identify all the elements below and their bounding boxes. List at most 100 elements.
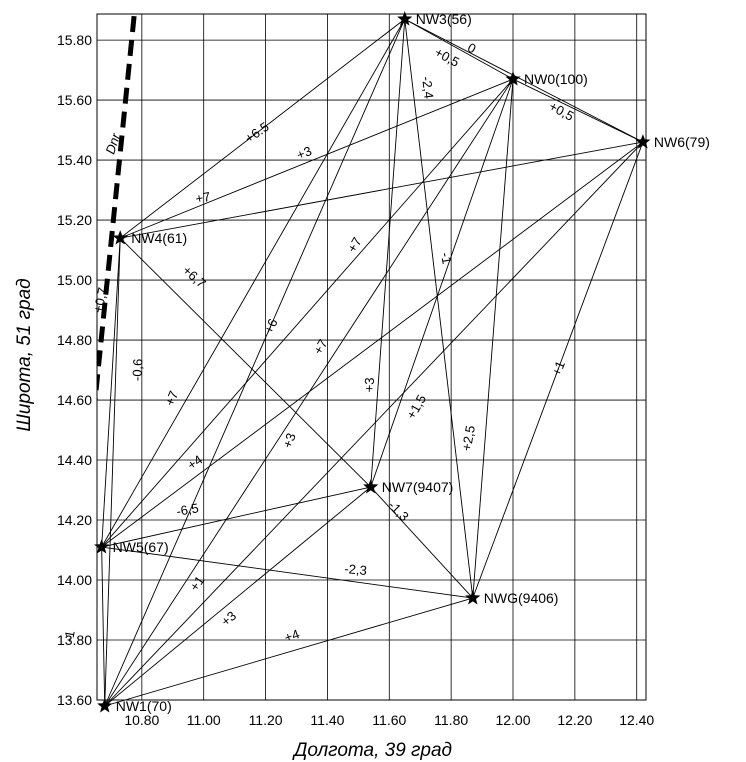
segment-value-label: +0,5	[547, 98, 577, 123]
station-star-marker	[112, 230, 128, 245]
x-tick-label: 12.40	[619, 712, 654, 728]
network-links	[101, 18, 644, 707]
network-link	[101, 546, 473, 599]
network-link	[104, 18, 406, 707]
station-label: NW3(56)	[416, 11, 472, 27]
station-label: NW5(67)	[113, 539, 169, 555]
segment-value-label: +6,7	[180, 263, 209, 291]
y-tick-labels: 13.60 13.80 14.00 14.20 14.40 14.60 14.80 15.00…	[57, 32, 92, 708]
network-link	[370, 486, 474, 599]
network-link	[472, 79, 514, 599]
segment-value-label: -1	[438, 251, 455, 265]
segment-value-label: +3	[362, 377, 378, 392]
x-tick-label: 11.00	[187, 712, 221, 728]
segment-value-label: -6,5	[175, 500, 200, 519]
segment-value-label: -0,6	[129, 358, 145, 381]
network-link	[119, 237, 372, 488]
y-tick-label: 13.60	[57, 692, 92, 708]
network-link	[120, 141, 643, 239]
network-link	[404, 19, 474, 599]
y-tick-label: 15.20	[57, 212, 92, 228]
segment-value-label: +3	[294, 143, 313, 162]
network-link	[404, 18, 514, 80]
segment-value-label: -2,4	[419, 76, 437, 100]
network-link	[101, 141, 644, 548]
segment-value-label: +1	[187, 573, 208, 594]
y-tick-label: 14.80	[57, 332, 92, 348]
station-star-marker	[397, 11, 413, 26]
network-link	[104, 597, 473, 707]
plot-frame	[96, 13, 647, 701]
y-tick-label: 15.80	[57, 32, 92, 48]
network-link	[104, 141, 644, 707]
y-axis-label: Широта, 51 град	[14, 278, 35, 431]
y-tick-label: 14.00	[57, 572, 92, 588]
station-points: NW3(56) NW0(100) NW6(79) NW4(61) NW7(9407) NW…	[94, 11, 710, 714]
station-star-marker	[505, 71, 521, 86]
segment-value-label: +1,5	[403, 392, 429, 422]
network-link	[119, 18, 406, 239]
y-tick-label: 14.20	[57, 512, 92, 528]
x-tick-label: 11.40	[310, 712, 344, 728]
segment-value-label: -2,3	[344, 561, 368, 578]
segment-value-label: 0	[465, 40, 478, 57]
network-link	[101, 238, 121, 548]
station-label: NW4(61)	[131, 230, 187, 246]
y-tick-label: 14.60	[57, 392, 92, 408]
station-label: NW1(70)	[116, 698, 172, 714]
network-link	[104, 78, 514, 707]
network-link	[104, 486, 372, 707]
segment-value-label: +7	[194, 189, 211, 206]
segment-value-label: +3	[218, 608, 239, 629]
network-link	[370, 78, 514, 488]
network-link	[404, 18, 644, 143]
x-tick-label: 11.60	[372, 712, 406, 728]
segment-value-label: +6.5	[242, 119, 272, 146]
station-star-marker	[363, 479, 379, 494]
y-tick-label: 14.40	[57, 452, 92, 468]
x-tick-label: 11.80	[434, 712, 468, 728]
x-axis-label: Долгота, 39 град	[292, 740, 452, 761]
fault-line	[97, 15, 137, 406]
y-tick-label: 15.40	[57, 152, 92, 168]
x-tick-label: 11.20	[249, 712, 283, 728]
y-tick-label: 15.60	[57, 92, 92, 108]
y-tick-label: 13.80	[57, 632, 92, 648]
network-link	[101, 78, 514, 548]
network-link	[370, 19, 406, 488]
segment-value-label: +4	[185, 452, 206, 473]
station-star-marker	[97, 698, 113, 713]
x-tick-label: 12.20	[557, 712, 592, 728]
segment-value-label: +1	[549, 359, 568, 378]
station-label: NW0(100)	[524, 71, 588, 87]
segment-value-label: +6	[261, 316, 281, 336]
segment-value-label: -1	[61, 629, 78, 643]
network-link	[101, 486, 371, 548]
network-link	[512, 78, 644, 143]
segment-value-label: +7	[162, 389, 181, 408]
station-star-marker	[94, 539, 110, 554]
station-label: NW6(79)	[654, 134, 710, 150]
fault-dashed-line	[97, 15, 137, 406]
segment-value-label: +0,7	[90, 286, 110, 314]
segment-value-label: +7	[310, 337, 330, 357]
x-tick-label: 10.80	[124, 712, 159, 728]
network-link	[120, 78, 514, 239]
network-link	[101, 547, 106, 707]
segment-value-label: +7	[344, 235, 364, 255]
network-link	[101, 18, 406, 548]
segment-value-label: +2,5	[459, 424, 478, 452]
network-link	[472, 141, 644, 599]
y-tick-label: 15.00	[57, 272, 92, 288]
grid	[97, 14, 646, 701]
x-tick-labels: 10.80 11.00 11.20 11.40 11.60 11.80 12.00 12.20…	[124, 712, 654, 728]
network-link	[104, 238, 121, 707]
segment-value-label: +4	[282, 626, 301, 645]
station-label: NW7(9407)	[382, 479, 454, 495]
segment-value-label: +3	[280, 431, 299, 450]
fault-label: Dnr	[102, 131, 123, 156]
station-label: NWG(9406)	[484, 590, 559, 606]
x-tick-label: 12.00	[495, 712, 530, 728]
station-star-marker	[635, 134, 651, 149]
